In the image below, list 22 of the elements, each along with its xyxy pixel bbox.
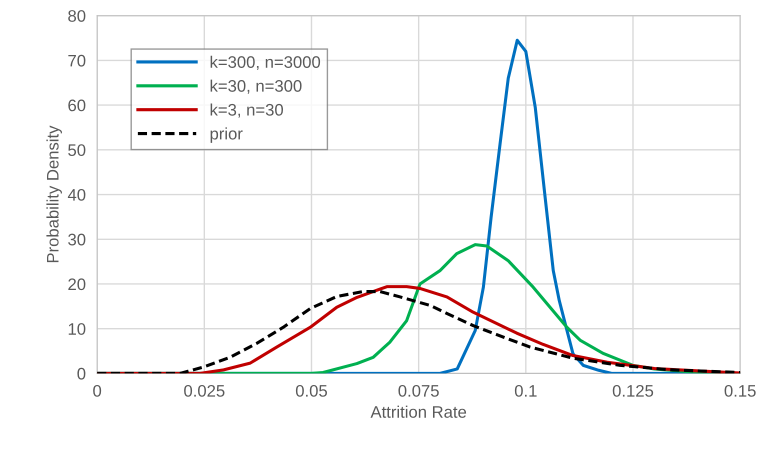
x-tick-label: 0.15 — [724, 384, 756, 397]
legend-label: prior — [210, 127, 243, 143]
y-tick-label: 70 — [68, 54, 86, 67]
legend-label: k=30, n=300 — [210, 80, 302, 94]
x-axis-title: Attrition Rate — [370, 406, 466, 418]
legend-label: k=3, n=30 — [210, 103, 284, 118]
y-tick-label: 60 — [68, 100, 86, 112]
y-axis-title: Probability Density — [46, 126, 62, 262]
x-tick-label: 0.025 — [184, 384, 224, 397]
x-tick-label: 0.125 — [612, 384, 654, 397]
y-tick-label: 10 — [68, 323, 86, 335]
x-tick-label: 0.075 — [398, 384, 439, 397]
x-tick-label: 0.1 — [514, 384, 537, 397]
y-tick-label: 20 — [68, 278, 86, 290]
y-tick-label: 0 — [77, 368, 86, 380]
y-tick-label: 50 — [68, 144, 86, 156]
y-tick-label: 30 — [68, 234, 86, 246]
x-tick-label: 0.05 — [296, 384, 328, 397]
y-tick-label: 80 — [68, 10, 86, 22]
x-tick-label: 0 — [93, 384, 102, 397]
y-tick-label: 40 — [68, 188, 86, 201]
legend-label: k=300, n=3000 — [210, 56, 320, 70]
